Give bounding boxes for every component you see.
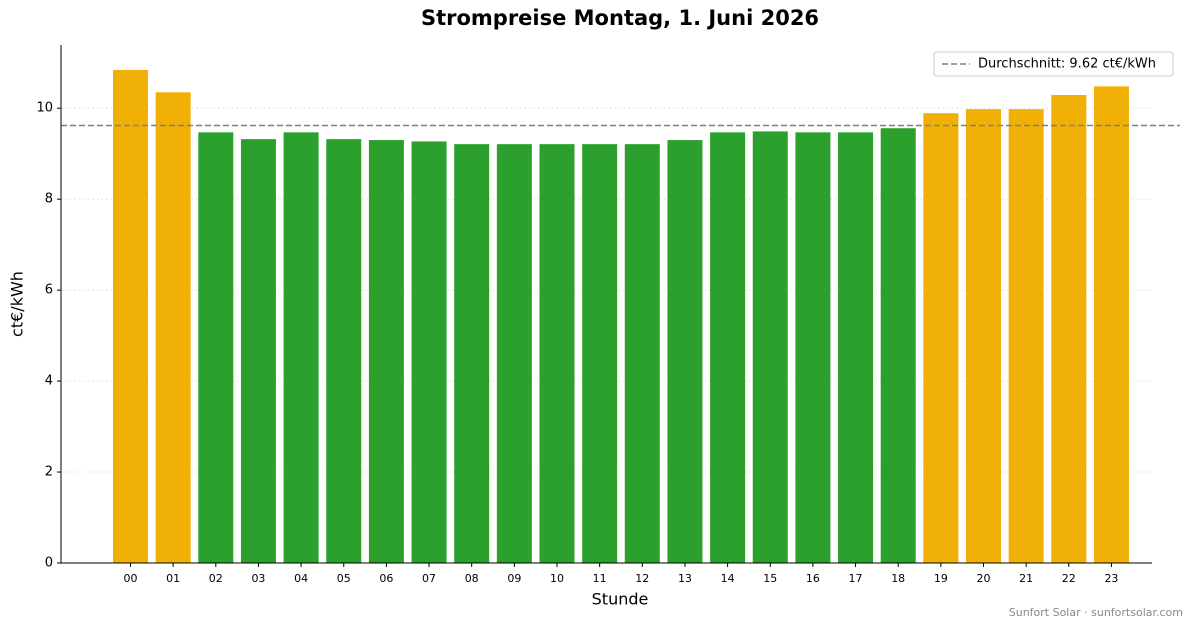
- legend-box: [933, 51, 1174, 77]
- bar: [752, 131, 788, 564]
- bar: [240, 139, 276, 563]
- x-tick-label: 21: [1019, 572, 1033, 585]
- y-axis-label: ct€/kWh: [8, 271, 27, 337]
- x-tick-label: 00: [124, 572, 138, 585]
- bar: [155, 92, 191, 563]
- bar: [923, 113, 959, 563]
- x-tick-label: 14: [721, 572, 735, 585]
- x-tick-label: 09: [507, 572, 521, 585]
- legend-label: Durchschnitt: 9.62 ct€/kWh: [978, 57, 1156, 72]
- y-tick-label: 2: [45, 465, 53, 480]
- bar: [454, 144, 490, 563]
- x-tick-label: 10: [550, 572, 564, 585]
- bar: [966, 109, 1001, 564]
- bar: [283, 132, 319, 563]
- bar: [411, 141, 447, 563]
- x-tick-label: 16: [806, 572, 820, 585]
- bar: [368, 140, 404, 563]
- x-tick-label: 13: [678, 572, 692, 585]
- bar: [710, 132, 746, 563]
- x-tick-label: 08: [465, 572, 479, 585]
- bar: [582, 144, 618, 563]
- bar: [496, 144, 532, 563]
- x-tick-label: 03: [251, 572, 265, 585]
- bar: [326, 139, 362, 563]
- y-tick-label: 4: [45, 374, 53, 389]
- footer: Sunfort Solar · sunfortsolar.com: [1009, 606, 1183, 619]
- y-tick-label: 10: [36, 101, 53, 116]
- x-tick-label: 18: [891, 572, 905, 585]
- y-tick-label: 8: [45, 192, 53, 207]
- x-axis-label: Stunde: [592, 590, 649, 609]
- y-tick-label: 6: [45, 283, 53, 298]
- y-tick-label: 0: [45, 556, 53, 571]
- x-tick-label: 23: [1104, 572, 1118, 585]
- bar: [113, 70, 148, 563]
- x-tick-label: 12: [635, 572, 649, 585]
- bar: [1093, 86, 1129, 563]
- x-tick-label: 04: [294, 572, 308, 585]
- bar: [795, 132, 831, 563]
- bar: [624, 144, 660, 563]
- x-tick-label: 06: [379, 572, 393, 585]
- bar: [838, 132, 874, 563]
- x-tick-label: 07: [422, 572, 436, 585]
- bar: [1008, 109, 1044, 564]
- x-tick-label: 05: [337, 572, 351, 585]
- bar: [198, 132, 234, 563]
- x-tick-label: 20: [977, 572, 991, 585]
- x-tick-label: 11: [593, 572, 607, 585]
- bar: [1051, 95, 1087, 563]
- x-tick-label: 17: [849, 572, 863, 585]
- x-tick-label: 22: [1062, 572, 1076, 585]
- bar: [539, 144, 575, 563]
- chart-title: Strompreise Montag, 1. Juni 2026: [421, 6, 819, 30]
- x-tick-label: 01: [166, 572, 180, 585]
- x-tick-label: 15: [763, 572, 777, 585]
- x-tick-label: 19: [934, 572, 948, 585]
- bar: [880, 128, 916, 563]
- x-tick-label: 02: [209, 572, 223, 585]
- bar: [667, 140, 703, 563]
